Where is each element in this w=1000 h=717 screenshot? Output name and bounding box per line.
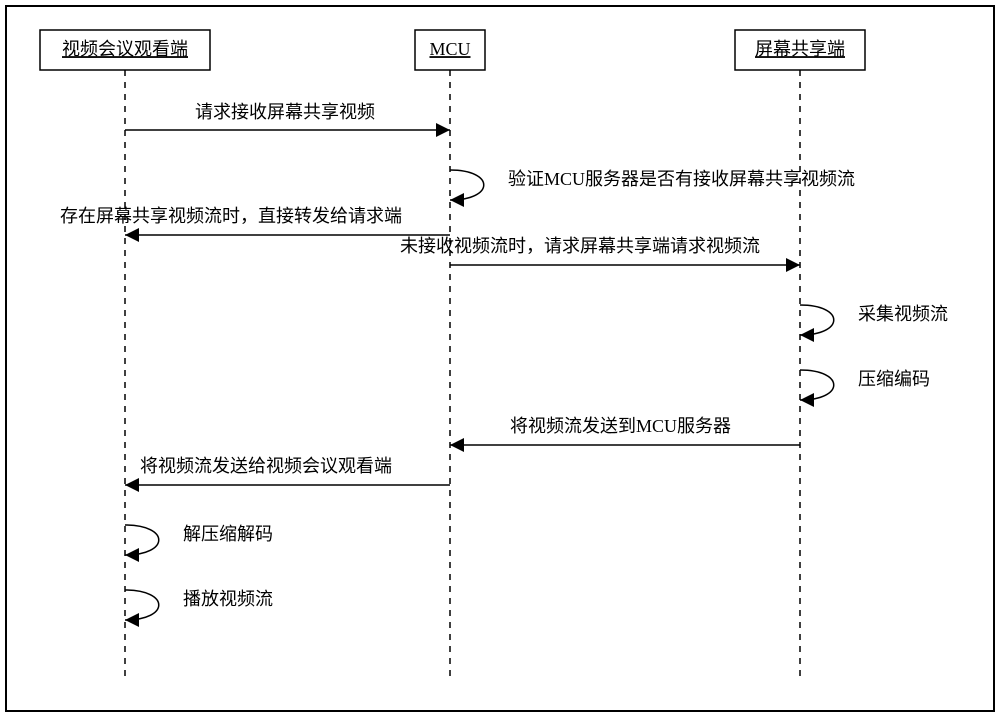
participant-viewer: 视频会议观看端 (40, 30, 210, 680)
self-loop (450, 170, 484, 200)
participant-label: MCU (429, 39, 470, 59)
message-4: 采集视频流 (800, 304, 948, 342)
message-label: 存在屏幕共享视频流时，直接转发给请求端 (60, 206, 402, 226)
outer-border (6, 6, 994, 711)
arrow-head (450, 438, 464, 452)
arrow-head (125, 228, 139, 242)
sequence-diagram: 视频会议观看端 MCU 屏幕共享端请求接收屏幕共享视频验证MCU服务器是否有接收屏幕… (0, 0, 1000, 717)
message-5: 压缩编码 (800, 369, 930, 407)
message-label: 解压缩解码 (183, 524, 273, 544)
participant-share: 屏幕共享端 (735, 30, 865, 680)
message-label: 压缩编码 (858, 369, 930, 389)
message-label: 请求接收屏幕共享视频 (195, 102, 375, 122)
self-loop (125, 590, 159, 620)
arrow-head (800, 393, 814, 407)
arrow-head (125, 613, 139, 627)
message-6: 将视频流发送到MCU服务器 (450, 416, 800, 452)
message-3: 未接收视频流时，请求屏幕共享端请求视频流 (400, 236, 800, 272)
arrow-head (786, 258, 800, 272)
message-label: 未接收视频流时，请求屏幕共享端请求视频流 (400, 236, 760, 256)
message-9: 播放视频流 (125, 589, 273, 627)
participant-label: 屏幕共享端 (755, 39, 845, 59)
message-7: 将视频流发送给视频会议观看端 (125, 456, 450, 492)
message-2: 存在屏幕共享视频流时，直接转发给请求端 (60, 206, 450, 242)
message-label: 采集视频流 (858, 304, 948, 324)
arrow-head (125, 548, 139, 562)
message-label: 播放视频流 (183, 589, 273, 609)
message-8: 解压缩解码 (125, 524, 273, 562)
participant-label: 视频会议观看端 (62, 39, 188, 59)
participant-mcu: MCU (415, 30, 485, 680)
message-1: 验证MCU服务器是否有接收屏幕共享视频流 (450, 169, 855, 207)
arrow-head (800, 328, 814, 342)
message-label: 将视频流发送到MCU服务器 (510, 416, 731, 436)
arrow-head (125, 478, 139, 492)
arrow-head (450, 193, 464, 207)
arrow-head (436, 123, 450, 137)
message-0: 请求接收屏幕共享视频 (125, 102, 450, 137)
self-loop (800, 370, 834, 400)
self-loop (125, 525, 159, 555)
self-loop (800, 305, 834, 335)
message-label: 验证MCU服务器是否有接收屏幕共享视频流 (508, 169, 855, 189)
message-label: 将视频流发送给视频会议观看端 (140, 456, 392, 476)
